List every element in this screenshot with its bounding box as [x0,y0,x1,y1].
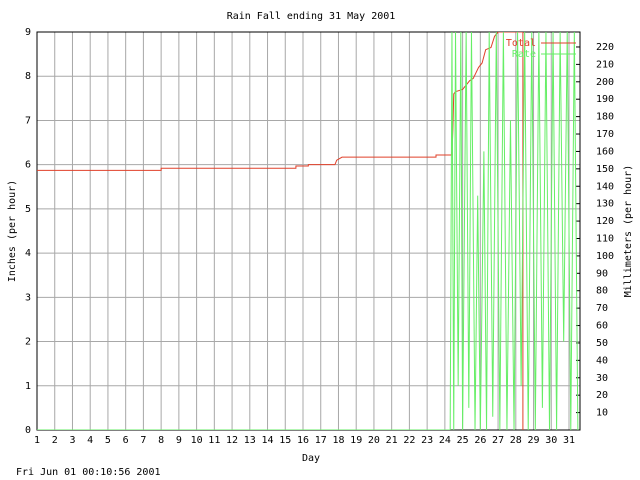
x-tick-label: 11 [208,435,220,446]
x-tick-label: 23 [421,435,433,446]
y2-tick-label: 170 [596,129,614,140]
y2-tick-label: 190 [596,94,614,105]
x-tick-label: 19 [350,435,362,446]
y2-axis-label: Millimeters (per hour) [623,165,634,297]
footer-timestamp: Fri Jun 01 00:10:56 2001 [16,467,161,478]
y-tick-label: 4 [25,248,31,259]
x-tick-label: 14 [262,435,274,446]
x-tick-label: 29 [528,435,540,446]
y2-tick-label: 110 [596,233,614,244]
x-tick-label: 31 [563,435,575,446]
y-axis-label: Inches (per hour) [7,180,18,282]
y2-tick-label: 30 [596,373,608,384]
y-tick-label: 1 [25,381,31,392]
y2-tick-label: 140 [596,181,614,192]
x-axis-label: Day [302,453,320,464]
x-tick-label: 5 [105,435,111,446]
x-tick-label: 28 [510,435,522,446]
legend-label: Total [506,38,536,49]
y2-tick-label: 60 [596,321,608,332]
x-tick-label: 2 [52,435,58,446]
y2-tick-label: 80 [596,286,608,297]
x-tick-label: 16 [297,435,309,446]
y-tick-label: 8 [25,71,31,82]
y2-tick-label: 180 [596,112,614,123]
x-tick-label: 13 [244,435,256,446]
x-tick-label: 17 [315,435,327,446]
y2-tick-label: 210 [596,59,614,70]
y2-tick-label: 100 [596,251,614,262]
y2-tick-label: 200 [596,77,614,88]
x-tick-label: 27 [492,435,504,446]
x-tick-label: 7 [140,435,146,446]
legend-label: Rate [512,49,536,60]
x-tick-label: 6 [123,435,129,446]
y2-tick-label: 70 [596,303,608,314]
y-tick-label: 7 [25,115,31,126]
x-tick-label: 3 [69,435,75,446]
y2-tick-label: 120 [596,216,614,227]
series-line [37,32,579,430]
y-tick-label: 2 [25,337,31,348]
y2-tick-label: 20 [596,390,608,401]
y2-tick-label: 90 [596,268,608,279]
y2-tick-label: 10 [596,408,608,419]
chart-title: Rain Fall ending 31 May 2001 [227,11,396,22]
x-tick-label: 26 [474,435,486,446]
x-tick-label: 4 [87,435,93,446]
y2-tick-label: 40 [596,355,608,366]
y2-tick-label: 50 [596,338,608,349]
x-tick-label: 9 [176,435,182,446]
x-tick-label: 20 [368,435,380,446]
y2-tick-label: 160 [596,146,614,157]
x-tick-label: 1 [34,435,40,446]
y-tick-label: 5 [25,204,31,215]
y2-tick-label: 130 [596,199,614,210]
plot-area [37,32,579,430]
x-tick-label: 21 [386,435,398,446]
y-tick-label: 6 [25,160,31,171]
y2-tick-label: 220 [596,42,614,53]
y-tick-label: 3 [25,292,31,303]
y-tick-label: 0 [25,425,31,436]
x-tick-label: 24 [439,435,451,446]
y-tick-label: 9 [25,27,31,38]
y2-tick-label: 150 [596,164,614,175]
x-tick-label: 8 [158,435,164,446]
x-tick-label: 25 [457,435,469,446]
x-tick-label: 18 [332,435,344,446]
x-tick-label: 12 [226,435,238,446]
x-tick-label: 15 [279,435,291,446]
x-tick-label: 22 [403,435,415,446]
x-tick-label: 10 [191,435,203,446]
x-tick-label: 30 [545,435,557,446]
